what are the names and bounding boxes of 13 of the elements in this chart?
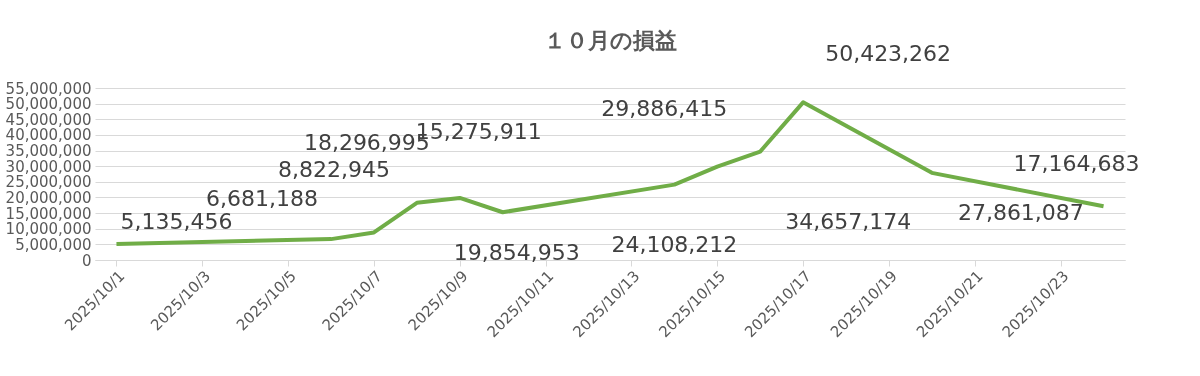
data-label: 34,657,174 bbox=[785, 208, 912, 234]
y-tick-label: 0 bbox=[81, 251, 92, 270]
y-tick-label: 15,000,000 bbox=[5, 204, 92, 223]
y-tick-label: 55,000,000 bbox=[5, 79, 92, 98]
data-label: 17,164,683 bbox=[1013, 151, 1140, 177]
data-label: 50,423,262 bbox=[825, 41, 952, 67]
data-label: 19,854,953 bbox=[453, 239, 580, 265]
y-tick-label: 40,000,000 bbox=[5, 126, 92, 145]
data-label: 8,822,945 bbox=[277, 157, 390, 183]
data-label: 24,108,212 bbox=[611, 231, 738, 257]
data-label: 29,886,415 bbox=[601, 95, 728, 121]
data-label: 27,861,087 bbox=[957, 199, 1084, 225]
chart-title: １０月の損益 bbox=[543, 28, 677, 54]
